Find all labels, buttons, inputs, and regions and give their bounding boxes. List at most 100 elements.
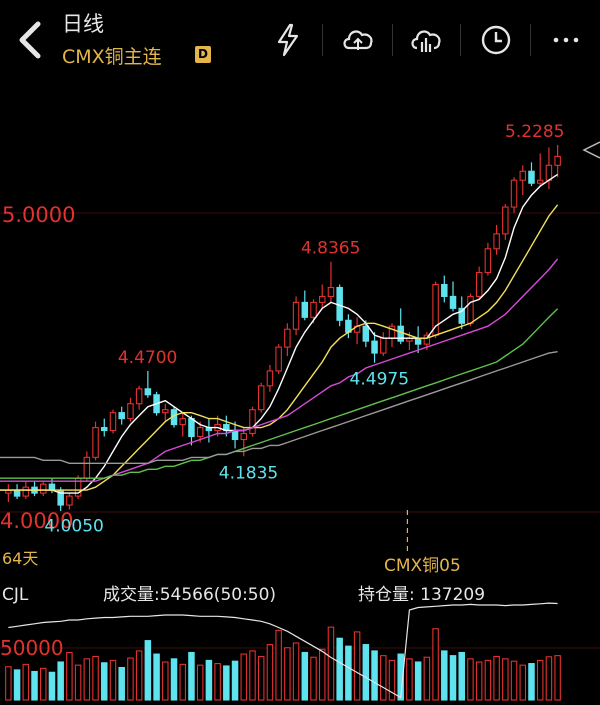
price-annotation: 4.0050 (44, 517, 103, 537)
volume-bar (510, 660, 518, 701)
volume-bar (144, 640, 152, 701)
volume-bar (57, 661, 64, 701)
open-interest-label: 持仓量: 137209 (358, 585, 485, 605)
top-bar: 日线 CMX铜主连 D (0, 0, 600, 78)
volume-bar (135, 650, 143, 701)
flash-icon[interactable] (270, 22, 306, 58)
volume-bar (83, 658, 91, 701)
volume-bar (153, 653, 160, 701)
volume-bar (336, 637, 343, 701)
y-tick-4: 4.0000 (0, 509, 73, 533)
candle (162, 409, 169, 414)
candle (414, 337, 422, 345)
price-annotation: 4.4975 (350, 370, 409, 390)
grid-lines (0, 212, 600, 649)
ma20-label: MA20:4.8460 (300, 84, 414, 104)
volume-bar (205, 659, 213, 701)
volume-bar (39, 667, 47, 701)
volume-bar (380, 655, 387, 701)
instrument-name: CMX铜主连 (62, 46, 162, 68)
volume-bar (414, 661, 422, 701)
candle (48, 483, 56, 491)
volume-bar (449, 655, 457, 701)
toolbar-divider (392, 24, 393, 56)
clock-icon[interactable] (478, 22, 514, 58)
volume-bar (118, 666, 125, 701)
volume-bar (257, 655, 265, 701)
volume-bar (170, 658, 178, 701)
candle (249, 409, 256, 435)
volume-bar (502, 658, 509, 701)
candle (336, 286, 343, 321)
candle (109, 412, 117, 432)
candle (135, 388, 143, 405)
volume-bar (536, 659, 544, 701)
volume-bar (162, 661, 169, 701)
ma60-line (0, 351, 558, 464)
volume-bar (74, 664, 82, 701)
candle (66, 495, 73, 506)
volume-bar (467, 658, 474, 701)
volume-bar (362, 644, 370, 701)
candle (292, 301, 300, 330)
candle (432, 283, 439, 336)
candle (536, 179, 544, 184)
volume-bar (249, 650, 256, 701)
candle (380, 337, 387, 354)
ma-legend: MA5:5.1296 MA10:5.0274 MA20:4.8460 MA40:… (0, 80, 600, 130)
volume-bar (266, 644, 274, 701)
ma40-line (0, 308, 559, 479)
volume-bar (179, 663, 186, 701)
cloud-refresh-icon[interactable] (340, 22, 376, 58)
volume-bar (275, 629, 282, 701)
volume-y-tick: 50000 (0, 636, 64, 660)
volume-bar (528, 663, 535, 701)
more-icon[interactable] (548, 22, 584, 58)
volume-bar (406, 658, 413, 701)
candle (484, 248, 492, 274)
back-icon[interactable] (12, 18, 52, 62)
volume-bar (327, 626, 335, 701)
candle (22, 486, 30, 497)
candle (467, 295, 474, 324)
volume-bar (101, 662, 108, 701)
candle (39, 483, 47, 494)
cloud-chart-icon[interactable] (408, 22, 444, 58)
annotations: 5.0000 4.0000 64天 CMX铜05 CJL 成交量:54566(5… (0, 122, 600, 660)
volume-bar (353, 631, 361, 701)
volume-bar (345, 645, 352, 701)
volume-bar (493, 655, 500, 701)
volume-bar (66, 651, 73, 701)
volume-bar (196, 664, 204, 701)
span-label: 64天 (2, 549, 38, 568)
ma10-label: MA10:5.0274 (151, 84, 265, 104)
candle (179, 418, 186, 426)
volume-bar (423, 656, 431, 701)
volume-bar (127, 657, 134, 701)
candle (502, 206, 509, 235)
volume-bar (458, 651, 465, 701)
candle (188, 418, 195, 438)
candle (318, 295, 326, 303)
ma20-line (0, 258, 559, 482)
indicator-name: CJL (2, 585, 29, 605)
open-interest-line (8, 602, 558, 699)
ma5-label: MA5:5.1296 (2, 84, 105, 104)
candle (554, 155, 561, 166)
volume-bar (214, 663, 221, 701)
candle (545, 164, 553, 181)
toolbar-divider (460, 24, 461, 56)
candle (327, 286, 335, 297)
candle (240, 432, 248, 441)
volume-bar (292, 642, 300, 701)
page-title: 日线 (62, 12, 104, 36)
volume-bar (240, 653, 248, 701)
candle (371, 340, 378, 354)
price-annotation: 4.1835 (219, 463, 278, 483)
volume-bar (223, 665, 230, 701)
candle (196, 427, 204, 438)
price-annotation: 5.2285 (505, 122, 564, 142)
volume-bar (92, 655, 99, 701)
volume-bar (31, 670, 38, 701)
